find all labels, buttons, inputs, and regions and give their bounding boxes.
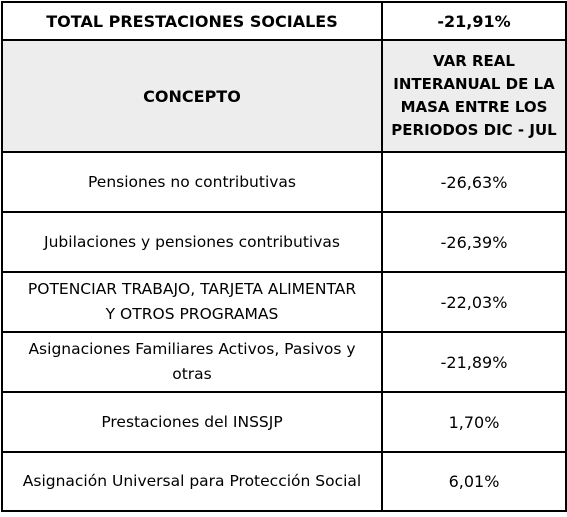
table-row: POTENCIAR TRABAJO, TARJETA ALIMENTAR Y O… [1, 271, 567, 333]
row-concept: Asignaciones Familiares Activos, Pasivos… [1, 331, 383, 393]
total-label: TOTAL PRESTACIONES SOCIALES [1, 1, 383, 41]
row-concept: Prestaciones del INSSJP [1, 391, 383, 453]
row-value: -26,63% [381, 151, 567, 213]
row-value: 1,70% [381, 391, 567, 453]
table-row: Asignaciones Familiares Activos, Pasivos… [1, 331, 567, 393]
total-row: TOTAL PRESTACIONES SOCIALES -21,91% [1, 1, 567, 41]
row-value: 6,01% [381, 451, 567, 512]
row-value: -26,39% [381, 211, 567, 273]
row-concept-line: POTENCIAR TRABAJO, TARJETA ALIMENTAR [27, 280, 357, 298]
table-row: Jubilaciones y pensiones contributivas -… [1, 211, 567, 273]
table-row: Asignación Universal para Protección Soc… [1, 451, 567, 512]
row-concept-line: Jubilaciones y pensiones contributivas [44, 232, 340, 251]
table-row: Prestaciones del INSSJP 1,70% [1, 391, 567, 453]
table-row: Pensiones no contributivas -26,63% [1, 151, 567, 213]
row-value: -21,89% [381, 331, 567, 393]
row-concept-line: Prestaciones del INSSJP [101, 412, 283, 431]
row-concept-line: Y OTROS PROGRAMAS [105, 305, 279, 323]
column-header-variation-line: VAR REAL [433, 52, 515, 70]
row-concept-line: otras [172, 365, 212, 383]
column-header-variation-line: INTERANUAL DE LA [393, 75, 555, 93]
row-concept: Jubilaciones y pensiones contributivas [1, 211, 383, 273]
row-concept: Pensiones no contributivas [1, 151, 383, 213]
row-concept-line: Asignaciones Familiares Activos, Pasivos… [28, 340, 356, 358]
column-header-variation-line: MASA ENTRE LOS [400, 98, 548, 116]
row-concept-line: Asignación Universal para Protección Soc… [22, 472, 362, 490]
total-value: -21,91% [381, 1, 567, 41]
row-concept: POTENCIAR TRABAJO, TARJETA ALIMENTAR Y O… [1, 271, 383, 333]
column-header-concept: CONCEPTO [1, 39, 383, 153]
column-header-variation: VAR REAL INTERANUAL DE LA MASA ENTRE LOS… [381, 39, 567, 153]
row-concept: Asignación Universal para Protección Soc… [1, 451, 383, 512]
column-header-variation-line: PERIODOS DIC - JUL [391, 121, 557, 139]
row-value: -22,03% [381, 271, 567, 333]
row-concept-line: Pensiones no contributivas [88, 172, 296, 191]
header-row: CONCEPTO VAR REAL INTERANUAL DE LA MASA … [1, 39, 567, 153]
